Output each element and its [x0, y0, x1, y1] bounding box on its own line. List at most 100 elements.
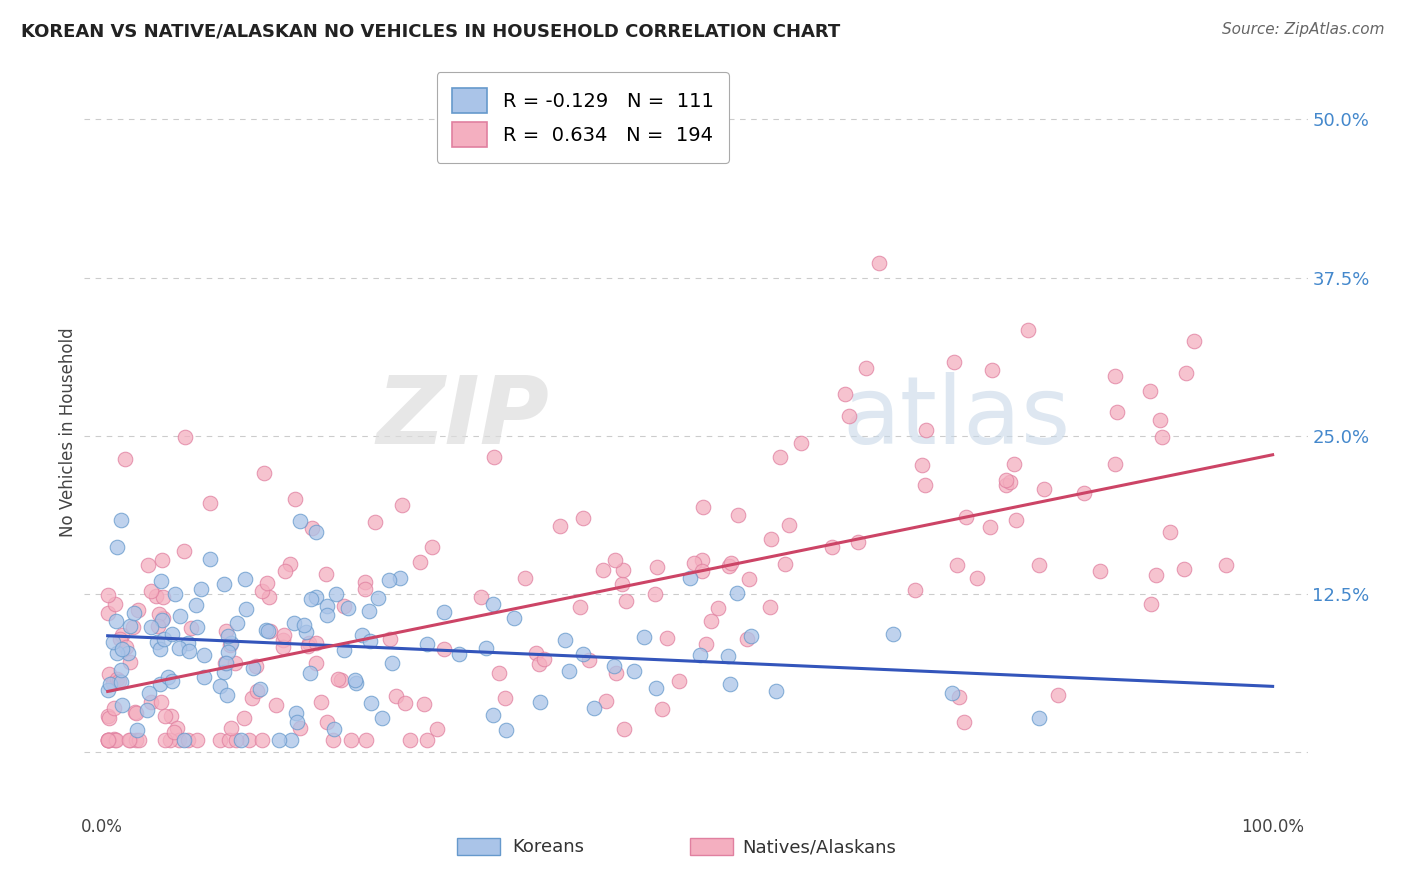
Point [298, 636, 321, 650]
Point [250, 583, 273, 598]
Point [167, 732, 190, 747]
Point [245, 659, 267, 673]
Point [217, 629, 239, 643]
Point [217, 644, 239, 658]
Point [97, 732, 120, 747]
Point [668, 673, 690, 688]
Point [352, 627, 374, 641]
Point [224, 657, 246, 671]
Point [689, 648, 711, 662]
Point [309, 695, 332, 709]
Point [364, 515, 387, 529]
Point [193, 670, 215, 684]
Point [344, 676, 367, 690]
Point [1149, 412, 1171, 426]
Point [125, 706, 148, 720]
Point [103, 732, 125, 747]
Point [97, 682, 120, 697]
Point [855, 361, 877, 376]
Point [235, 602, 257, 616]
Point [416, 637, 439, 651]
Point [911, 458, 934, 472]
Point [1088, 565, 1111, 579]
Point [139, 620, 162, 634]
Point [118, 655, 141, 669]
Point [998, 475, 1021, 490]
Point [217, 688, 239, 702]
Point [572, 511, 595, 525]
Point [315, 608, 337, 623]
Point [572, 647, 595, 661]
Point [494, 691, 516, 706]
Point [226, 615, 249, 630]
Point [413, 697, 436, 711]
Point [173, 430, 195, 444]
Point [169, 608, 191, 623]
Point [603, 553, 626, 567]
Point [212, 665, 235, 680]
Point [155, 732, 177, 747]
Point [651, 702, 673, 716]
Point [233, 572, 256, 586]
Point [529, 695, 551, 709]
Point [149, 642, 172, 657]
Point [1032, 482, 1054, 496]
Text: Koreans: Koreans [513, 838, 585, 856]
Point [979, 520, 1001, 534]
Point [150, 614, 173, 628]
Point [299, 591, 322, 606]
Point [433, 605, 456, 619]
Point [548, 519, 571, 533]
Point [250, 732, 273, 747]
Point [385, 689, 408, 703]
Point [160, 673, 183, 688]
Point [1105, 405, 1128, 419]
Point [1073, 486, 1095, 500]
Point [568, 599, 591, 614]
Point [1182, 334, 1205, 349]
Point [644, 587, 666, 601]
Point [136, 703, 159, 717]
Point [271, 633, 294, 648]
Point [152, 590, 174, 604]
Point [97, 732, 120, 747]
Point [994, 473, 1017, 487]
Point [378, 573, 401, 587]
Point [104, 732, 127, 747]
Point [167, 640, 190, 655]
Point [105, 646, 128, 660]
Point [323, 722, 346, 736]
Point [475, 641, 498, 656]
Point [1139, 384, 1161, 398]
Point [103, 635, 125, 649]
Point [166, 722, 188, 736]
Point [391, 498, 413, 512]
Point [124, 732, 146, 747]
Point [612, 563, 634, 577]
Point [103, 597, 125, 611]
Point [214, 656, 236, 670]
Point [995, 478, 1018, 492]
Point [882, 627, 904, 641]
Point [294, 625, 316, 640]
Point [354, 732, 377, 747]
Point [120, 732, 142, 747]
Point [200, 495, 222, 509]
Point [690, 553, 713, 567]
Point [1104, 368, 1126, 383]
Point [186, 732, 208, 747]
Point [717, 648, 740, 663]
Point [177, 732, 200, 747]
Text: 100.0%: 100.0% [1241, 818, 1305, 836]
Point [304, 656, 326, 670]
Point [592, 563, 614, 577]
Point [141, 695, 163, 709]
Text: atlas: atlas [842, 372, 1071, 464]
Point [433, 642, 456, 657]
Point [108, 632, 131, 647]
Point [122, 607, 145, 621]
Point [246, 683, 269, 698]
Point [903, 582, 925, 597]
Point [215, 624, 238, 638]
Point [208, 732, 231, 747]
